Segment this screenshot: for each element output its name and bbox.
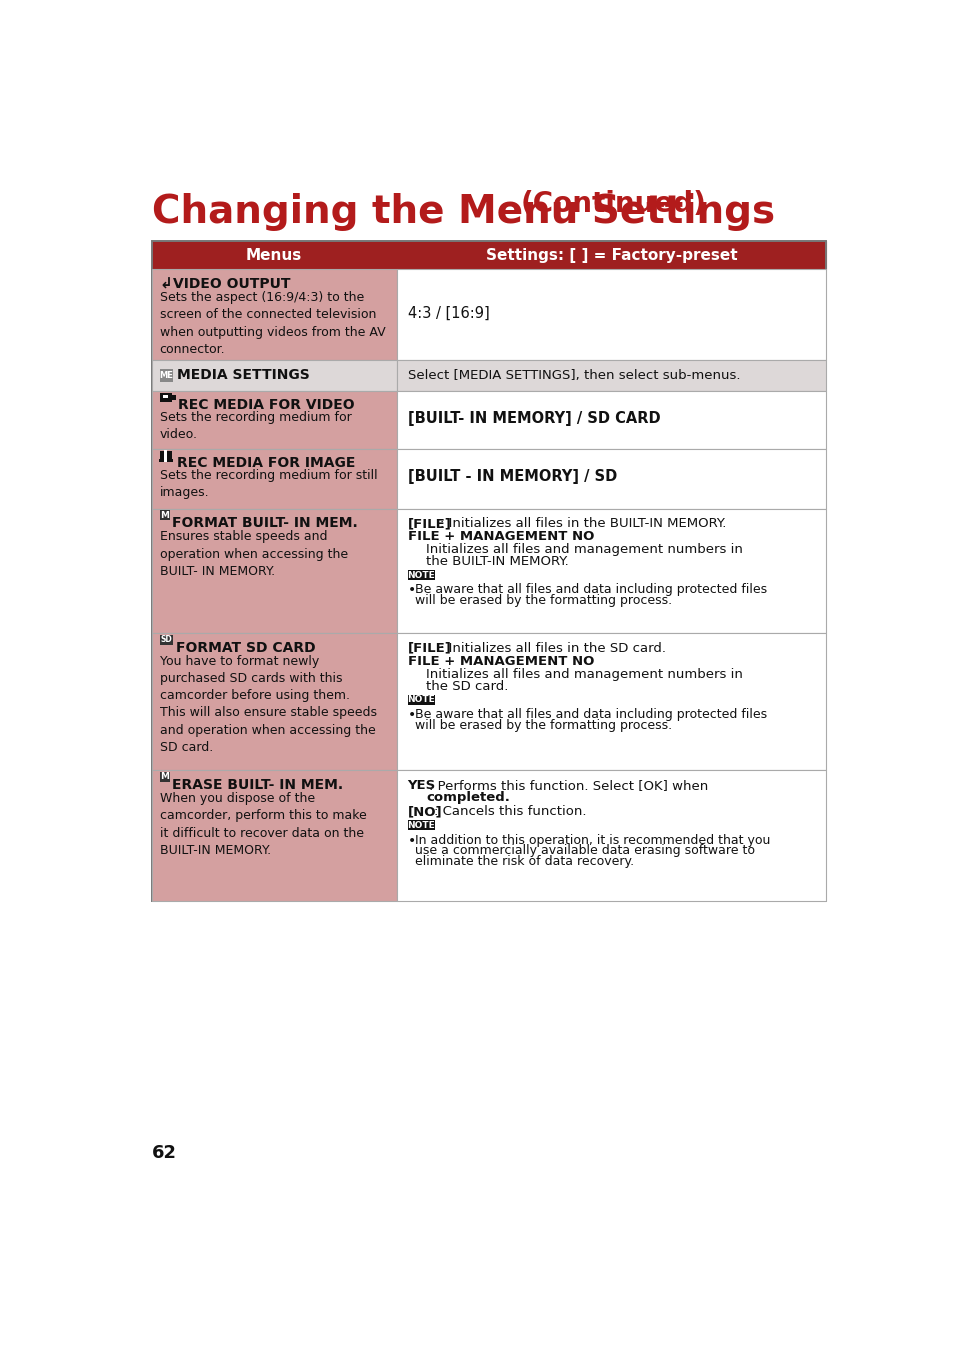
Text: Sets the aspect (16:9/4:3) to the
screen of the connected television
when output: Sets the aspect (16:9/4:3) to the screen… xyxy=(159,290,385,356)
Bar xyxy=(396,360,825,391)
Text: Initializes all files and management numbers in: Initializes all files and management num… xyxy=(426,543,742,556)
Text: Be aware that all files and data including protected files: Be aware that all files and data includi… xyxy=(415,584,766,596)
Text: FORMAT SD CARD: FORMAT SD CARD xyxy=(175,641,315,655)
Text: ME: ME xyxy=(159,370,173,380)
Text: [BUILT- IN MEMORY] / SD CARD: [BUILT- IN MEMORY] / SD CARD xyxy=(407,411,659,426)
Text: Sets the recording medium for
video.: Sets the recording medium for video. xyxy=(159,411,351,441)
Bar xyxy=(159,635,173,645)
Text: : Cancels this function.: : Cancels this function. xyxy=(434,805,586,818)
Bar xyxy=(159,510,171,520)
Bar xyxy=(152,242,825,901)
Bar xyxy=(396,509,825,634)
Text: Sets the recording medium for still
images.: Sets the recording medium for still imag… xyxy=(159,468,376,499)
Text: VIDEO OUTPUT: VIDEO OUTPUT xyxy=(173,277,291,290)
Text: •: • xyxy=(407,708,416,722)
Bar xyxy=(159,369,173,381)
Text: •: • xyxy=(407,584,416,597)
Text: SD: SD xyxy=(160,635,172,645)
Text: NOTE: NOTE xyxy=(407,571,435,579)
Text: will be erased by the formatting process.: will be erased by the formatting process… xyxy=(415,719,672,731)
Text: M: M xyxy=(160,510,170,520)
Text: the BUILT-IN MEMORY.: the BUILT-IN MEMORY. xyxy=(426,555,568,567)
Text: the SD card.: the SD card. xyxy=(426,680,508,692)
Text: •: • xyxy=(407,833,416,848)
Text: Be aware that all files and data including protected files: Be aware that all files and data includi… xyxy=(415,708,766,721)
Bar xyxy=(152,771,396,901)
Bar xyxy=(407,570,435,581)
Text: ERASE BUILT- IN MEM.: ERASE BUILT- IN MEM. xyxy=(172,778,343,792)
Text: REC MEDIA FOR IMAGE: REC MEDIA FOR IMAGE xyxy=(176,456,355,471)
Text: :: : xyxy=(547,531,552,543)
Bar xyxy=(152,242,396,269)
Bar xyxy=(407,695,435,704)
Bar xyxy=(152,269,396,360)
Text: FILE + MANAGEMENT NO: FILE + MANAGEMENT NO xyxy=(407,655,594,668)
Text: [NO]: [NO] xyxy=(407,805,441,818)
Text: :: : xyxy=(547,655,552,668)
Text: eliminate the risk of data recovery.: eliminate the risk of data recovery. xyxy=(415,855,634,868)
Text: Menus: Menus xyxy=(246,248,302,263)
Text: Ensures stable speeds and
operation when accessing the
BUILT- IN MEMORY.: Ensures stable speeds and operation when… xyxy=(159,531,347,578)
Text: FORMAT BUILT- IN MEM.: FORMAT BUILT- IN MEM. xyxy=(172,516,357,531)
Bar xyxy=(152,449,396,509)
Text: Settings: [ ] = Factory-preset: Settings: [ ] = Factory-preset xyxy=(485,248,737,263)
Text: : Performs this function. Select [OK] when: : Performs this function. Select [OK] wh… xyxy=(429,779,708,792)
Text: NOTE: NOTE xyxy=(407,695,435,704)
Text: Changing the Menu Settings: Changing the Menu Settings xyxy=(152,193,787,231)
Bar xyxy=(396,449,825,509)
Bar xyxy=(396,242,825,269)
Text: : Initializes all files in the BUILT-IN MEMORY.: : Initializes all files in the BUILT-IN … xyxy=(439,517,726,531)
Text: Select [MEDIA SETTINGS], then select sub-menus.: Select [MEDIA SETTINGS], then select sub… xyxy=(407,369,740,381)
Text: When you dispose of the
camcorder, perform this to make
it difficult to recover : When you dispose of the camcorder, perfo… xyxy=(159,792,366,858)
Text: use a commercially available data erasing software to: use a commercially available data erasin… xyxy=(415,844,755,858)
Text: (Continued): (Continued) xyxy=(520,190,706,217)
Bar xyxy=(152,509,396,634)
Bar xyxy=(396,269,825,360)
Bar xyxy=(172,395,175,400)
Text: will be erased by the formatting process.: will be erased by the formatting process… xyxy=(415,594,672,607)
Bar xyxy=(152,391,396,449)
Bar xyxy=(396,391,825,449)
Text: NOTE: NOTE xyxy=(407,821,435,830)
Text: 4:3 / [16:9]: 4:3 / [16:9] xyxy=(407,305,489,320)
Bar xyxy=(163,395,168,398)
Text: completed.: completed. xyxy=(426,791,510,805)
Bar xyxy=(152,360,396,391)
Text: 62: 62 xyxy=(152,1144,176,1162)
Text: REC MEDIA FOR VIDEO: REC MEDIA FOR VIDEO xyxy=(178,399,355,413)
Text: YES: YES xyxy=(407,779,436,792)
Text: M: M xyxy=(160,772,170,782)
Bar xyxy=(159,394,172,402)
Bar xyxy=(152,634,396,771)
Text: [BUILT - IN MEMORY] / SD: [BUILT - IN MEMORY] / SD xyxy=(407,470,617,484)
Text: MEDIA SETTINGS: MEDIA SETTINGS xyxy=(176,368,309,383)
Bar xyxy=(407,821,435,830)
Bar xyxy=(164,451,167,461)
Bar xyxy=(396,771,825,901)
Text: : Initializes all files in the SD card.: : Initializes all files in the SD card. xyxy=(439,642,665,655)
Bar xyxy=(396,634,825,771)
Text: In addition to this operation, it is recommended that you: In addition to this operation, it is rec… xyxy=(415,833,770,847)
Bar xyxy=(158,459,172,461)
Text: Initializes all files and management numbers in: Initializes all files and management num… xyxy=(426,668,742,681)
Bar xyxy=(159,772,171,782)
Text: FILE + MANAGEMENT NO: FILE + MANAGEMENT NO xyxy=(407,531,594,543)
Text: You have to format newly
purchased SD cards with this
camcorder before using the: You have to format newly purchased SD ca… xyxy=(159,655,376,754)
Text: [FILE]: [FILE] xyxy=(407,517,451,531)
Bar xyxy=(159,451,172,460)
Text: [FILE]: [FILE] xyxy=(407,642,451,655)
Text: ↲: ↲ xyxy=(159,277,172,292)
